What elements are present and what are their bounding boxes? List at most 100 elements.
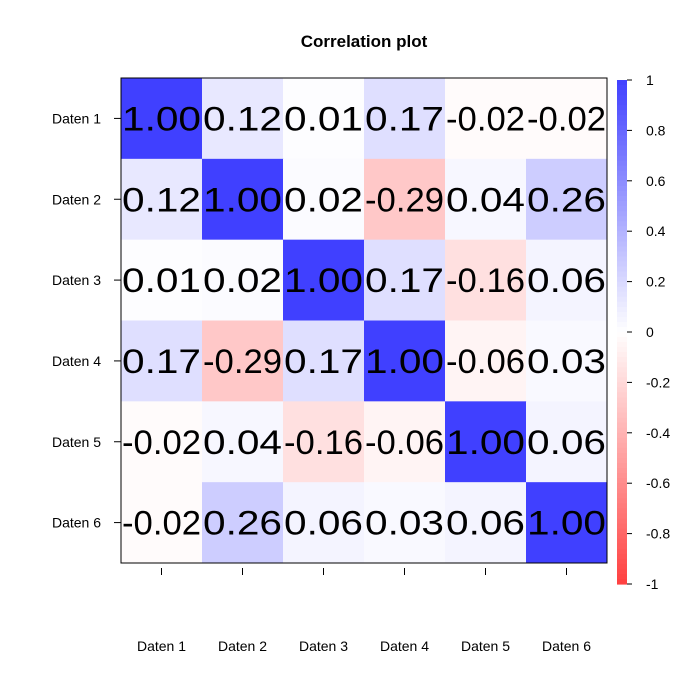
y-tick-label: Daten 4 bbox=[52, 353, 101, 369]
cell-value-label: 0.26 bbox=[203, 505, 282, 543]
heatmap-cell bbox=[445, 158, 527, 241]
cell-value-label: 0.02 bbox=[203, 262, 282, 300]
cell-value-label: 0.12 bbox=[203, 100, 282, 138]
colorbar-segment bbox=[617, 251, 627, 257]
colorbar-segment bbox=[617, 533, 627, 540]
cell-value-label: 1.00 bbox=[203, 181, 282, 219]
colorbar-segment bbox=[617, 206, 627, 212]
heatmap-cell bbox=[202, 239, 284, 321]
colorbar-tick-label: 0.6 bbox=[646, 173, 666, 189]
heatmap-cell bbox=[526, 320, 608, 402]
colorbar-tick-label: -0.2 bbox=[646, 374, 670, 390]
colorbar-segment bbox=[617, 543, 627, 550]
colorbar-segment bbox=[617, 286, 627, 293]
colorbar-segment bbox=[617, 357, 627, 363]
heatmap-cell bbox=[283, 78, 365, 160]
colorbar-segment bbox=[617, 256, 627, 263]
colorbar-segment bbox=[617, 347, 627, 353]
cell-value-label: 1.00 bbox=[527, 505, 606, 543]
chart-title: Correlation plot bbox=[301, 32, 428, 51]
cell-value-label: 0.01 bbox=[284, 100, 363, 138]
colorbar-segment bbox=[617, 493, 627, 499]
colorbar-segment bbox=[617, 518, 627, 525]
colorbar-segment bbox=[617, 150, 627, 157]
y-tick-label: Daten 5 bbox=[52, 434, 101, 450]
colorbar-segment bbox=[617, 407, 627, 414]
colorbar-tick-label: -0.6 bbox=[646, 475, 670, 491]
heatmap-cell bbox=[283, 401, 365, 483]
heatmap-cell bbox=[526, 401, 608, 483]
colorbar-segment bbox=[617, 105, 627, 111]
colorbar-tick-label: 0.8 bbox=[646, 122, 666, 138]
colorbar-segment bbox=[617, 306, 627, 313]
colorbar-segment bbox=[617, 165, 627, 172]
colorbar-segment bbox=[617, 180, 627, 187]
colorbar-segment bbox=[617, 110, 627, 116]
colorbar-segment bbox=[617, 523, 627, 530]
colorbar-segment bbox=[617, 468, 627, 474]
y-axis: Daten 1 Daten 2 Daten 3 Daten 4 Daten 5 Daten… bbox=[52, 110, 121, 531]
colorbar-segment bbox=[617, 216, 627, 222]
heatmap-cell bbox=[364, 320, 446, 402]
y-tick-label: Daten 6 bbox=[52, 515, 101, 531]
colorbar-segment bbox=[617, 483, 627, 489]
cell-value-label: 1.00 bbox=[446, 424, 525, 462]
colorbar-tick-label: -1 bbox=[646, 576, 659, 592]
heatmap-cell bbox=[202, 320, 284, 402]
colorbar-segment bbox=[617, 387, 627, 394]
colorbar-segment bbox=[617, 160, 627, 167]
cell-value-label: -0.29 bbox=[365, 181, 444, 219]
heatmap-cell bbox=[283, 158, 365, 241]
heatmap-cell bbox=[445, 401, 527, 483]
heatmap-cell bbox=[283, 482, 365, 564]
heatmap-cell bbox=[445, 482, 527, 564]
cell-value-label: 0.03 bbox=[365, 505, 444, 543]
heatmap-cell bbox=[445, 320, 527, 402]
cell-value-label: 0.03 bbox=[527, 343, 606, 381]
colorbar-segment bbox=[617, 447, 627, 454]
heatmap-cell bbox=[283, 320, 365, 402]
cell-value-label: 0.06 bbox=[446, 505, 525, 543]
colorbar-segment bbox=[617, 316, 627, 323]
heatmap-cell bbox=[445, 239, 527, 321]
colorbar-segment bbox=[617, 412, 627, 419]
heatmap-cell bbox=[121, 158, 203, 241]
plot-frame bbox=[120, 77, 608, 564]
colorbar-segment bbox=[617, 402, 627, 409]
colorbar-segment bbox=[617, 372, 627, 378]
cell-value-label: 1.00 bbox=[284, 262, 363, 300]
heatmap-value-labels: 1.00 0.12 0.01 0.17 -0.02 -0.020.12 1.00 0.02 -0… bbox=[122, 100, 606, 542]
heatmap-cell bbox=[202, 482, 284, 564]
colorbar-tick-label: 0 bbox=[646, 324, 654, 340]
x-tick-label: Daten 1 bbox=[137, 638, 186, 654]
colorbar-segment bbox=[617, 291, 627, 298]
colorbar-tick-label: 0.4 bbox=[646, 223, 666, 239]
heatmap-cell bbox=[364, 239, 446, 321]
colorbar-segment bbox=[617, 311, 627, 318]
cell-value-label: 0.17 bbox=[284, 343, 363, 381]
colorbar-tick-label: -0.4 bbox=[646, 425, 670, 441]
colorbar-segment bbox=[617, 563, 627, 570]
colorbar-segment bbox=[617, 170, 627, 177]
colorbar-segment bbox=[617, 473, 627, 479]
heatmap-cell bbox=[283, 239, 365, 321]
colorbar-segment bbox=[617, 281, 627, 288]
colorbar-segment bbox=[617, 528, 627, 535]
colorbar-segment bbox=[617, 246, 627, 252]
colorbar-segment bbox=[617, 362, 627, 368]
colorbar-segment bbox=[617, 185, 627, 192]
colorbar-segment bbox=[617, 422, 627, 429]
colorbar-segment bbox=[617, 266, 627, 273]
colorbar-segment bbox=[617, 95, 627, 101]
colorbar-segment bbox=[617, 135, 627, 142]
colorbar-segment bbox=[617, 296, 627, 303]
colorbar-segment bbox=[617, 231, 627, 237]
colorbar-segment bbox=[617, 276, 627, 283]
cell-value-label: 0.17 bbox=[365, 100, 444, 138]
colorbar: 1 0.8 0.6 0.4 0.2 0 -0.2 -0.4 -0.6 -0.8 -1 bbox=[617, 72, 670, 592]
cell-value-label: 0.02 bbox=[284, 181, 363, 219]
cell-value-label: 1.00 bbox=[122, 100, 201, 138]
colorbar-segment bbox=[617, 195, 627, 202]
colorbar-segment bbox=[617, 301, 627, 308]
